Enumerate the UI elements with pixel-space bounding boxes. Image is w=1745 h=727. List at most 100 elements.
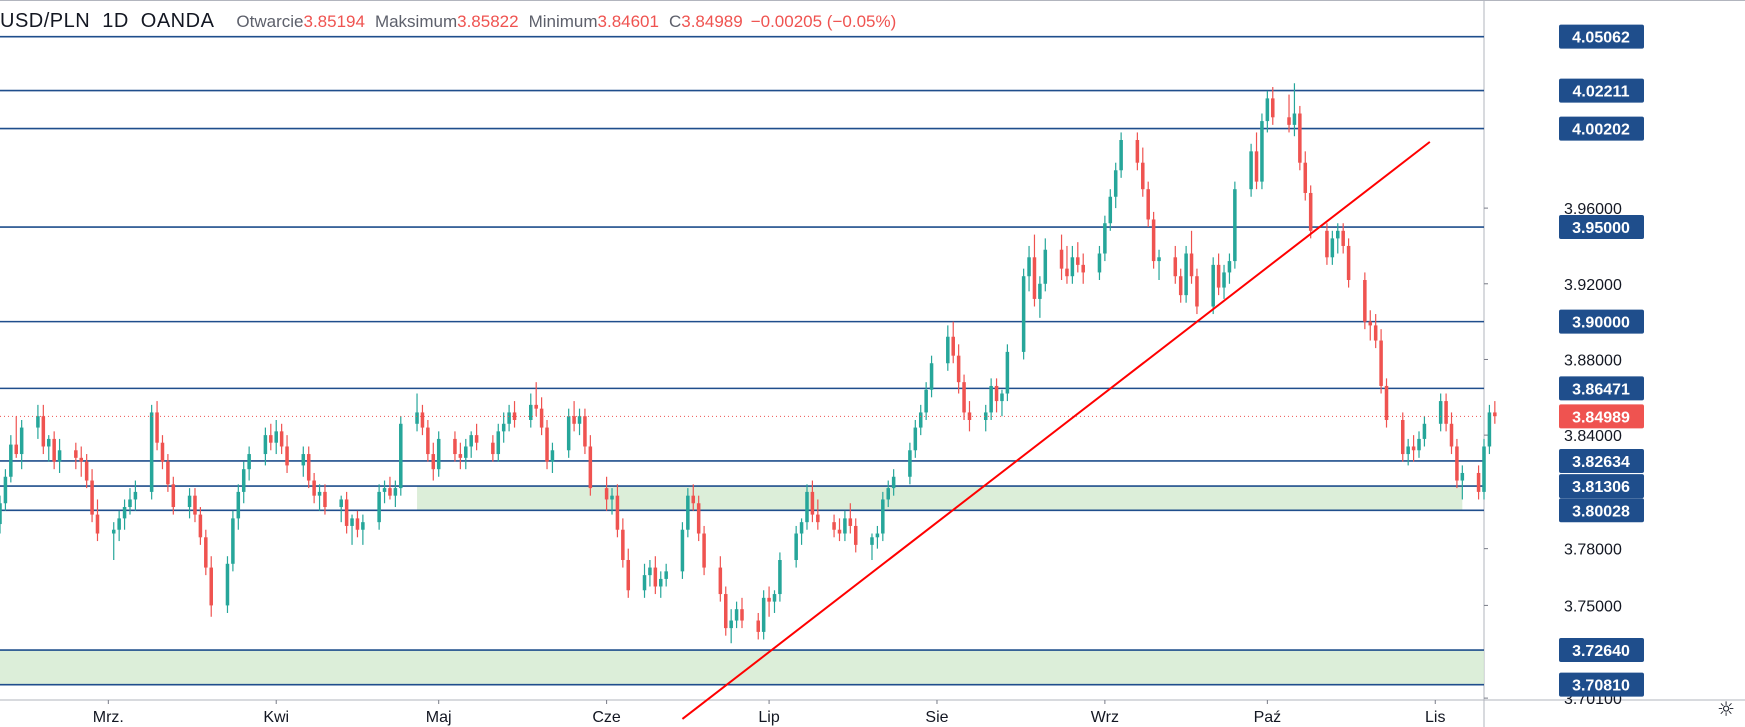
close-value: 3.84989 — [681, 12, 743, 31]
candle-body — [512, 412, 517, 420]
candle-body — [778, 560, 782, 595]
symbol-label: USD/PLN — [0, 10, 91, 32]
candle-body — [1298, 113, 1302, 163]
candle-body — [740, 609, 744, 621]
candle-body — [566, 416, 571, 451]
candle-body — [723, 594, 728, 629]
candle-body — [377, 491, 381, 523]
candle-body — [84, 461, 89, 481]
candle-body — [1059, 249, 1064, 269]
candle-body — [718, 567, 723, 595]
candle-body — [279, 431, 284, 447]
low-label: Minimum — [528, 12, 598, 31]
current-price-tag — [1559, 404, 1644, 429]
x-tick-label: Cze — [592, 709, 621, 726]
candle-body — [269, 435, 273, 443]
candle-body — [52, 438, 56, 462]
candle-body — [231, 518, 235, 564]
candle-body — [36, 416, 40, 428]
candle-body — [1146, 189, 1150, 220]
candle-body — [686, 495, 690, 530]
candle-body — [1384, 385, 1389, 420]
candle-body — [1065, 268, 1069, 277]
y-tick-label: 3.75000 — [1564, 598, 1622, 615]
candle-body — [653, 567, 658, 587]
level-tag-8 — [1559, 498, 1644, 523]
candle-body — [848, 518, 853, 526]
candle-body — [1178, 276, 1183, 296]
candle-body — [1406, 446, 1410, 455]
support-zone-1 — [0, 650, 1484, 685]
candle-body — [994, 385, 999, 402]
candle-body — [1287, 117, 1291, 125]
candle-body — [388, 488, 392, 496]
candle-body — [1336, 230, 1340, 239]
candle-body — [350, 518, 354, 526]
candle-body — [1482, 446, 1486, 492]
candle-body — [881, 499, 885, 534]
candle-body — [225, 563, 230, 606]
candle-body — [1400, 420, 1405, 455]
candle-body — [285, 446, 289, 466]
level-tag-9 — [1559, 638, 1644, 663]
candle-body — [583, 416, 587, 447]
candle-body — [1195, 276, 1199, 307]
candle-body — [1325, 230, 1329, 258]
candle-body — [1368, 321, 1373, 326]
y-tick-label: 3.88000 — [1564, 352, 1622, 369]
candle-body — [149, 412, 154, 492]
candle-body — [951, 336, 955, 356]
candle-body — [458, 454, 463, 458]
candle-body — [626, 560, 631, 591]
candle-body — [160, 442, 165, 462]
candle-body — [431, 454, 436, 470]
candle-body — [577, 416, 582, 424]
candle-body — [805, 491, 809, 523]
candle-body — [1151, 219, 1156, 262]
candle-body — [539, 408, 544, 428]
candle-body — [1000, 393, 1004, 402]
candle-body — [545, 427, 549, 462]
candle-body — [9, 444, 13, 477]
candle-body — [983, 412, 988, 420]
candle-body — [1373, 325, 1378, 341]
candle-body — [767, 597, 771, 602]
candle-body — [399, 423, 403, 489]
x-tick-label: Maj — [426, 709, 452, 726]
y-tick-label: 3.96000 — [1564, 201, 1622, 218]
level-tag-2 — [1559, 116, 1644, 141]
candle-body — [1308, 192, 1313, 231]
candle-body — [420, 412, 425, 428]
level-tag-label-2: 4.00202 — [1572, 122, 1630, 139]
candle-body — [3, 476, 8, 504]
candle-body — [382, 488, 387, 492]
candle-body — [171, 484, 176, 508]
candle-body — [604, 488, 609, 500]
candle-body — [1330, 238, 1335, 258]
candle-body — [393, 488, 398, 496]
candle-body — [1222, 272, 1226, 288]
candle-body — [1460, 472, 1465, 481]
candle-body — [155, 412, 159, 443]
candle-body — [306, 454, 311, 481]
candle-body — [1254, 151, 1259, 182]
candle-body — [74, 450, 78, 458]
candle-body — [1216, 264, 1221, 288]
y-tick-label: 3.84000 — [1564, 428, 1622, 445]
candle-body — [1449, 423, 1454, 447]
x-tick-label: Lis — [1425, 709, 1445, 726]
candle-body — [274, 431, 278, 443]
candle-body — [355, 518, 360, 530]
candle-body — [642, 575, 647, 591]
candle-body — [1438, 401, 1443, 424]
candle-body — [1070, 257, 1075, 277]
candle-body — [117, 518, 121, 530]
candle-body — [664, 571, 668, 579]
candle-body — [756, 620, 761, 632]
gear-icon[interactable]: ☼ — [1717, 697, 1735, 721]
level-tag-1 — [1559, 78, 1644, 103]
level-tag-label-6: 3.82634 — [1572, 454, 1630, 471]
candle-body — [1249, 151, 1253, 190]
